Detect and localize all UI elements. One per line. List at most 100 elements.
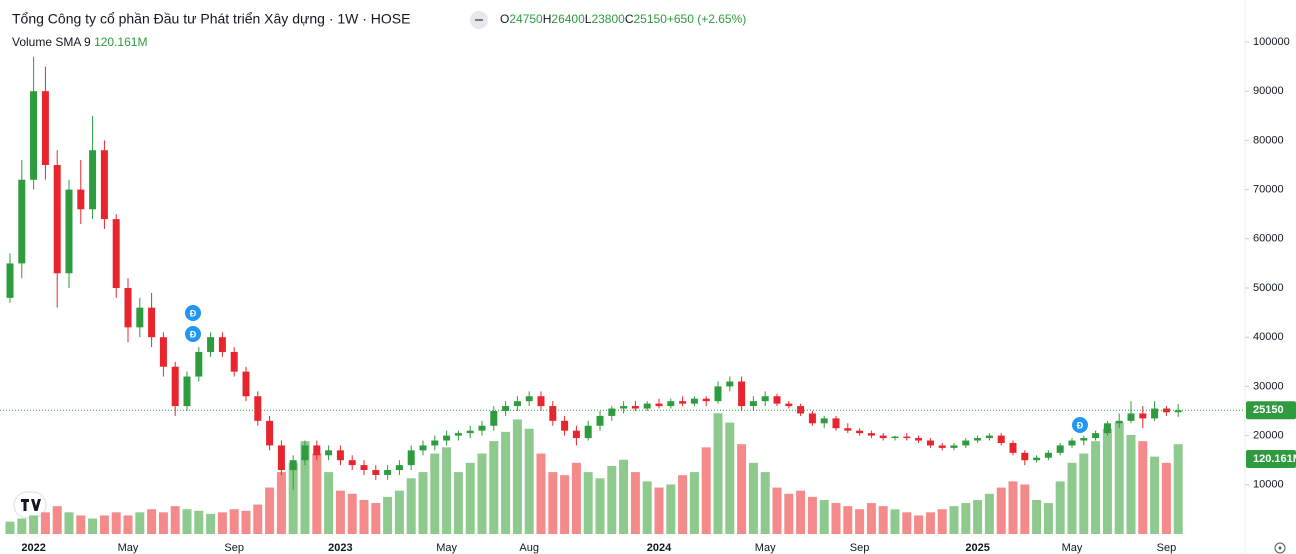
candle-body [1103, 423, 1111, 434]
volume-legend: Volume SMA 9 120.161M [12, 35, 147, 49]
settings-icon[interactable] [1274, 542, 1286, 554]
volume-bar [595, 478, 605, 534]
x-tick-label: Aug [519, 542, 539, 554]
candle-body [18, 179, 26, 264]
candle-body [242, 371, 250, 397]
candle-body [289, 460, 297, 471]
candle-body [820, 418, 828, 424]
volume-bar [465, 462, 475, 534]
volume-bar [689, 472, 699, 534]
volume-bar [276, 472, 286, 534]
volume-bar [123, 515, 133, 534]
y-tick-label: 30000 [1253, 380, 1284, 392]
volume-bar [619, 459, 629, 534]
candle-body [950, 445, 958, 448]
candle-body [266, 420, 274, 446]
candle-body [77, 189, 85, 210]
volume-bar [1091, 441, 1101, 534]
dividend-marker [185, 305, 201, 321]
candle-body [6, 263, 14, 298]
volume-bar [642, 481, 652, 534]
volume-bar [1020, 484, 1030, 534]
candle-body [867, 433, 875, 436]
volume-bar [64, 512, 74, 534]
volume-bar [453, 472, 463, 534]
volume-bar [52, 506, 62, 534]
volume-bar [182, 509, 192, 534]
candle-body [974, 438, 982, 441]
candle-body [254, 396, 262, 421]
candle-body [997, 435, 1005, 443]
candle-body [631, 406, 639, 409]
volume-bar [1008, 481, 1018, 534]
candle-body [915, 438, 923, 441]
volume-bar [265, 487, 275, 534]
candle-body [148, 307, 156, 338]
dividend-label: Đ [190, 329, 197, 339]
candle-body [360, 465, 368, 471]
candle-body [53, 165, 61, 274]
volume-bar [324, 472, 334, 534]
volume-bar [583, 472, 593, 534]
ohlc-letter: L [585, 12, 592, 26]
volume-bar [111, 512, 121, 534]
x-tick-label: May [755, 542, 776, 554]
volume-bar [536, 453, 546, 534]
candle-body [89, 150, 97, 210]
candle-body [572, 430, 580, 439]
candle-body [537, 396, 545, 407]
candle-body [690, 398, 698, 404]
volume-bar [1067, 462, 1077, 534]
volume-bar [725, 422, 735, 534]
candle-body [891, 436, 899, 439]
x-tick-label: 2024 [647, 542, 672, 554]
sma-axis-label: 120.161M [1253, 453, 1296, 465]
volume-bar [902, 512, 912, 534]
candle-body [230, 351, 238, 372]
ohlc-letter: C [625, 12, 634, 26]
ohlc-value: 25150 [634, 12, 668, 26]
volume-bar [29, 515, 39, 534]
volume-bar [40, 512, 50, 534]
candle-body [926, 440, 934, 446]
volume-bar [501, 431, 511, 534]
volume-bar [76, 515, 86, 534]
candle-body [620, 406, 628, 409]
volume-bar [1126, 434, 1136, 534]
candle-body [348, 460, 356, 466]
candle-body [100, 150, 108, 220]
volume-bar [489, 441, 499, 534]
volume-bar [347, 493, 357, 534]
candle-body [490, 411, 498, 426]
sma-box [1246, 450, 1296, 468]
volume-bar [961, 503, 971, 534]
candle-body [608, 408, 616, 416]
collapse-button[interactable] [470, 11, 488, 29]
candle-body [301, 445, 309, 461]
change: +650 (+2.65%) [667, 12, 746, 26]
candle-body [313, 445, 321, 456]
volume-bar [442, 447, 452, 534]
volume-bar [571, 462, 581, 534]
candle-body [41, 91, 49, 165]
volume-bar [890, 509, 900, 534]
candle-body [808, 413, 816, 424]
candle-body [856, 430, 864, 434]
volume-bar [158, 512, 168, 534]
candle-body [1068, 440, 1076, 446]
y-tick-label: 10000 [1253, 479, 1284, 491]
volume-bar [831, 503, 841, 534]
dividend-marker [1072, 417, 1088, 433]
candle-body [525, 396, 533, 402]
volume-bar [253, 504, 263, 534]
candle-body [1162, 408, 1170, 413]
volume-bar [678, 475, 688, 534]
sma-value: 120.161M [94, 35, 147, 49]
volume-bar [371, 503, 381, 534]
candle-body [844, 428, 852, 431]
candle-body [395, 465, 403, 471]
volume-bar [17, 518, 27, 534]
volume-bar [1138, 441, 1148, 534]
candle-body [513, 401, 521, 407]
